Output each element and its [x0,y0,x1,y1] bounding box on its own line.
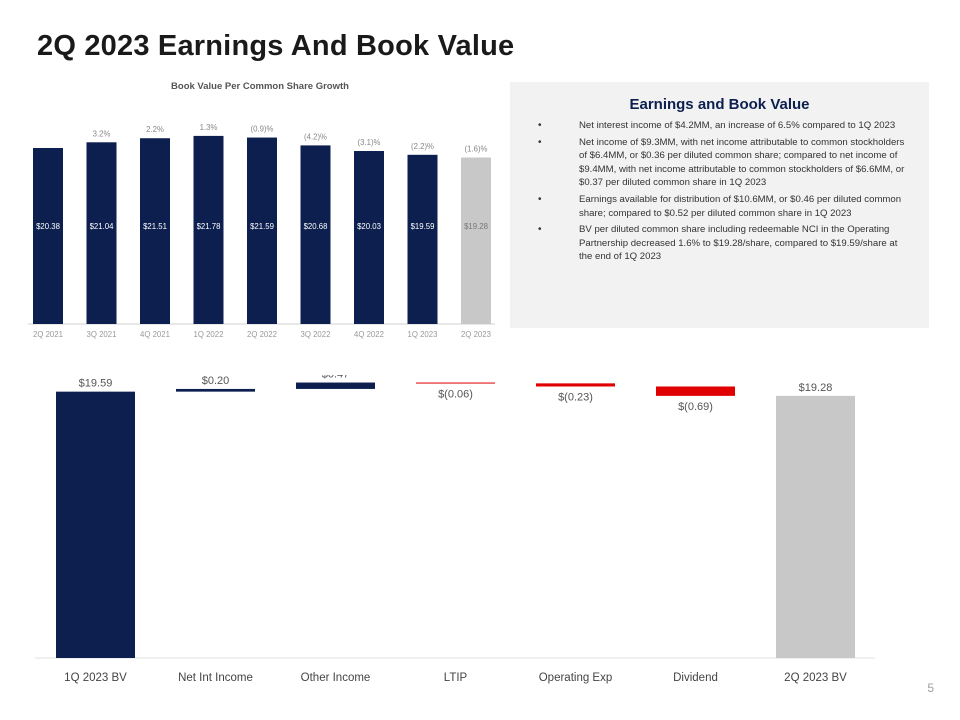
bar-3q-2022 [300,145,331,324]
bar-value-label: $20.38 [36,222,60,231]
bar-2q-2022 [247,137,277,324]
bar-value-label: $21.59 [250,222,274,231]
growth-label: (0.9)% [251,125,274,134]
bar-value-label: $19.59 [411,222,435,231]
earnings-info-panel: Earnings and Book Value • Net interest in… [510,82,929,328]
waterfall-value-label: $(0.69) [678,401,713,413]
panel-title: Earnings and Book Value [629,96,810,113]
growth-label: (3.1)% [358,138,381,147]
waterfall-value-label: $19.28 [799,382,833,394]
bullet-text: BV per diluted common share including re… [579,224,898,263]
bar-value-label: $21.78 [197,222,221,231]
waterfall-value-label: $(0.06) [438,389,473,401]
bar-2q-2023 [461,157,491,324]
bullet-item: • BV per diluted common share including r… [534,223,905,264]
waterfall-bar-net-int-income [176,388,255,392]
bar-value-label: $19.28 [464,222,488,231]
chart-title-book-value-growth: Book Value Per Common Share Growth [171,81,349,92]
bar-2q-2021 [33,147,63,324]
waterfall-bar-dividend [656,386,735,396]
x-tick-label: 4Q 2021 [140,330,170,339]
book-value-growth-chart: $20.38 2Q 2021 $21.04 3.2% 3Q 2021 $21.51 2.2%… [28,123,495,339]
x-tick-label: 3Q 2021 [87,330,117,339]
waterfall-bar-1q-2023-bv [56,391,135,658]
waterfall-bar-ltip [416,382,495,384]
bullet-text: Earnings available for distribution of $… [579,193,902,219]
bullet-item: • Net income of $9.3MM, with net income a… [534,136,905,190]
x-tick-label: 1Q 2022 [194,330,224,339]
x-tick-label: Other Income [301,672,371,684]
x-tick-label: Net Int Income [178,672,253,684]
bar-1q-2022 [193,135,224,324]
bar-4q-2021 [140,138,170,324]
bar-value-label: $21.51 [143,222,167,231]
x-tick-label: 2Q 2023 BV [784,672,847,684]
bullet-item: • Earnings available for distribution of … [534,193,905,220]
waterfall-bar-other-income [296,382,375,389]
bullet-text: Net income of $9.3MM, with net income at… [579,136,905,189]
bar-value-label: $20.03 [357,222,381,231]
waterfall-value-label: $19.59 [79,378,113,390]
bar-1q-2023 [407,154,438,324]
x-tick-label: Operating Exp [539,672,613,684]
waterfall-value-label: $0.47 [322,375,350,381]
x-tick-label: 2Q 2023 [461,330,491,339]
bar-value-label: $21.04 [90,222,115,231]
x-tick-label: 2Q 2022 [247,330,277,339]
x-tick-label: LTIP [444,672,468,684]
x-tick-label: Dividend [673,672,718,684]
growth-label: 2.2% [146,125,164,134]
bullet-icon: • [538,193,542,205]
panel-bullet-list: • Net interest income of $4.2MM, an incre… [534,119,905,264]
bullet-icon: • [538,224,542,236]
growth-label: (2.2)% [411,142,434,151]
waterfall-bar-operating-exp [536,383,615,387]
bar-3q-2021 [86,142,117,324]
bar-4q-2022 [354,151,384,324]
bar-value-label: $20.68 [304,222,328,231]
x-tick-label: 3Q 2022 [301,330,331,339]
growth-label: 3.2% [93,129,111,138]
bullet-text: Net interest income of $4.2MM, an increa… [579,120,896,131]
x-tick-label: 1Q 2023 [408,330,438,339]
growth-label: (4.2)% [304,132,327,141]
waterfall-value-label: $0.20 [202,375,230,387]
page-title: 2Q 2023 Earnings And Book Value [37,30,515,62]
x-tick-label: 4Q 2022 [354,330,384,339]
bullet-item: • Net interest income of $4.2MM, an incre… [534,119,905,133]
x-tick-label: 2Q 2021 [33,330,63,339]
growth-label: 1.3% [200,123,218,132]
bullet-icon: • [538,136,542,148]
bullet-icon: • [538,120,542,131]
page-number: 5 [927,681,934,695]
waterfall-value-label: $(0.23) [558,391,593,403]
book-value-waterfall-chart: $19.59 1Q 2023 BV $0.20 Net Int Income $0.47… [35,375,875,684]
waterfall-bar-2q-2023-bv [776,395,855,658]
growth-label: (1.6)% [465,144,488,153]
x-tick-label: 1Q 2023 BV [64,672,127,684]
